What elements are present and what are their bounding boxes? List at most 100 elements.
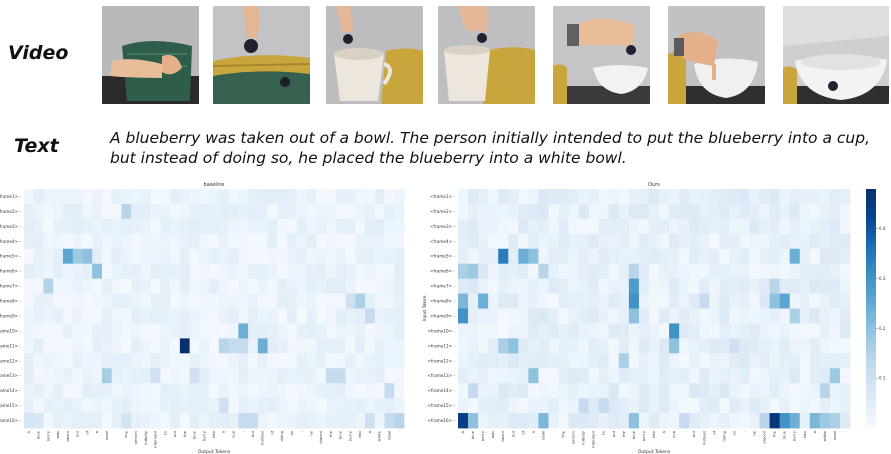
heatmap-cell xyxy=(648,338,660,354)
heatmap-cell xyxy=(829,338,841,354)
heatmap-cell xyxy=(296,308,307,324)
heatmap-cell xyxy=(669,248,680,265)
column-tick-label: the xyxy=(328,430,333,437)
heatmap-cell xyxy=(508,323,519,339)
heatmap-cell xyxy=(82,323,93,339)
heatmap-cell xyxy=(140,368,152,384)
heatmap-cell xyxy=(709,338,720,354)
heatmap-cell xyxy=(82,338,93,354)
column-tick-label: the xyxy=(621,430,626,437)
heatmap-cell xyxy=(508,263,519,280)
heatmap-cell xyxy=(355,353,366,369)
heatmap-cell xyxy=(277,383,288,399)
heatmap-cell xyxy=(648,413,660,429)
heatmap-cell xyxy=(488,263,499,280)
heatmap-cell xyxy=(598,368,610,384)
heatmap-cell xyxy=(789,263,801,280)
heatmap-cell xyxy=(799,353,811,369)
heatmap-cell xyxy=(699,248,710,265)
heatmap-cell xyxy=(33,248,44,265)
heatmap-cell xyxy=(648,218,660,235)
heatmap-cell xyxy=(759,278,770,294)
heatmap-cell xyxy=(578,398,590,414)
heatmap-cell xyxy=(384,383,395,399)
heatmap-cell xyxy=(218,233,230,250)
heatmap-cell xyxy=(209,368,220,384)
heatmap-cell xyxy=(62,323,74,339)
heatmap-cell xyxy=(528,308,539,324)
heatmap-cell xyxy=(829,413,841,429)
heatmap-cell xyxy=(374,398,385,414)
column-tick-label: of xyxy=(711,430,716,434)
heatmap-cell xyxy=(729,323,740,339)
heatmap-cell xyxy=(306,248,317,265)
heatmap-cell xyxy=(638,203,650,220)
heatmap-cell xyxy=(498,248,509,265)
heatmap-cell xyxy=(608,368,620,384)
heatmap-cell xyxy=(140,293,152,309)
heatmap-cell xyxy=(679,233,690,250)
heatmap-cell xyxy=(209,189,220,205)
heatmap-cell xyxy=(608,338,620,354)
heatmap-cell xyxy=(558,203,569,220)
heatmap-cell xyxy=(296,413,307,429)
column-tick-label: but xyxy=(250,430,255,437)
heatmap-cell xyxy=(638,353,650,369)
heatmap-cell xyxy=(24,323,35,339)
heatmap-cell xyxy=(458,353,469,369)
column-tick-label: . xyxy=(550,431,555,432)
heatmap-cell xyxy=(789,189,801,205)
heatmap-cell xyxy=(598,308,610,324)
column-tick-label: he xyxy=(308,430,313,435)
heatmap-cell xyxy=(839,278,851,294)
heatmap-cell xyxy=(819,218,831,235)
heatmap-cell xyxy=(829,353,841,369)
heatmap-cell xyxy=(588,338,600,354)
heatmap-cell xyxy=(478,203,489,220)
heatmap-cell xyxy=(769,263,781,280)
heatmap-cell xyxy=(335,248,346,265)
heatmap-cell xyxy=(326,308,337,324)
heatmap-cell xyxy=(355,293,366,309)
heatmap-cell xyxy=(82,293,93,309)
heatmap-cell xyxy=(306,413,317,429)
heatmap-cell xyxy=(769,308,781,324)
heatmap-cell xyxy=(248,413,259,429)
heatmap-cell xyxy=(719,278,730,294)
heatmap-cell xyxy=(829,218,841,235)
heatmap-cell xyxy=(131,203,142,220)
heatmap-cell xyxy=(689,233,700,250)
heatmap-cell xyxy=(189,383,200,399)
heatmap-cell xyxy=(140,413,152,429)
heatmap-cell xyxy=(150,218,161,235)
heatmap-cell xyxy=(498,263,509,280)
heatmap-cell xyxy=(43,368,54,384)
heatmap-cell xyxy=(538,203,549,220)
heatmap-cell xyxy=(699,293,710,309)
heatmap-cell xyxy=(218,323,230,339)
heatmap-cell xyxy=(121,203,132,220)
column-tick-label: a xyxy=(94,431,99,433)
heatmap-cell xyxy=(150,233,161,250)
heatmap-cell xyxy=(179,218,191,235)
heatmap-cell xyxy=(648,233,660,250)
heatmap-cell xyxy=(335,278,346,294)
heatmap-cell xyxy=(218,308,230,324)
heatmap-cell xyxy=(92,368,103,384)
heatmap-cell xyxy=(306,218,317,235)
column-tick-label: to xyxy=(162,430,167,434)
heatmap-cell xyxy=(689,248,700,265)
heatmap-cell xyxy=(257,308,268,324)
heatmap-cell xyxy=(548,413,559,429)
heatmap-cell xyxy=(679,368,690,384)
heatmap-cell xyxy=(699,398,710,414)
heatmap-cell xyxy=(179,338,191,354)
heatmap-cell xyxy=(478,368,489,384)
column-tick-label: a xyxy=(812,431,817,433)
heatmap-cell xyxy=(739,383,750,399)
heatmap-cell xyxy=(618,353,630,369)
heatmap-cell xyxy=(101,323,113,339)
heatmap-cell xyxy=(326,248,337,265)
heatmap-cell xyxy=(53,323,64,339)
row-tick-label: <frame15> - xyxy=(427,403,455,408)
